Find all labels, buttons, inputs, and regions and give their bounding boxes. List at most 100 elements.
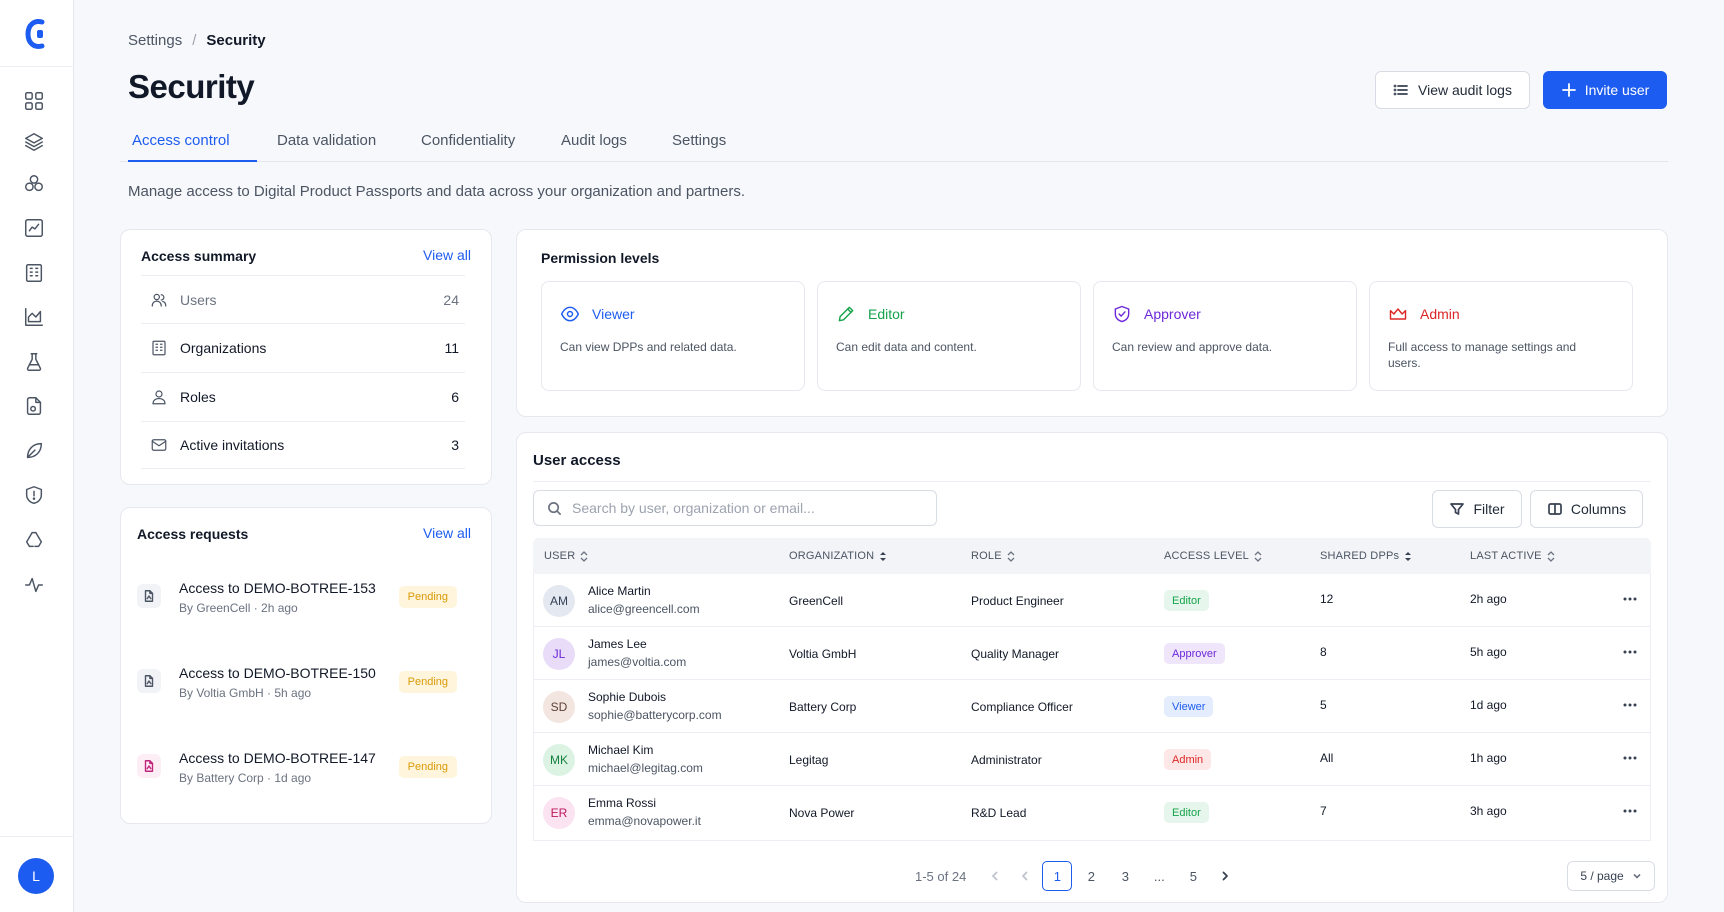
avatar: ER <box>543 797 575 829</box>
table-row[interactable]: ER Emma Rossi emma@novapower.it Nova Pow… <box>533 786 1651 839</box>
access-requests-view-all-link[interactable]: View all <box>423 525 471 541</box>
view-audit-logs-button[interactable]: View audit logs <box>1375 71 1530 109</box>
tab-confidentiality[interactable]: Confidentiality <box>421 132 516 149</box>
status-badge: Pending <box>398 756 457 778</box>
flask-icon[interactable] <box>22 350 46 374</box>
invite-user-label: Invite user <box>1584 82 1650 98</box>
role-cell: Compliance Officer <box>971 700 1073 714</box>
layers-icon[interactable] <box>22 130 46 154</box>
permission-header: Admin <box>1388 304 1460 324</box>
permission-admin[interactable]: Admin Full access to manage settings and… <box>1369 281 1633 391</box>
last-active-cell: 5h ago <box>1470 645 1507 659</box>
shield-icon[interactable] <box>22 483 46 507</box>
more-icon[interactable] <box>1620 642 1640 662</box>
recycle-icon[interactable] <box>22 528 46 552</box>
per-page-select[interactable]: 5 / page <box>1567 861 1655 891</box>
table-row[interactable]: AM Alice Martin alice@greencell.com Gree… <box>533 574 1651 627</box>
page-button-2[interactable]: 2 <box>1087 868 1095 884</box>
next-page-icon[interactable] <box>1210 861 1240 891</box>
activity-icon[interactable] <box>22 573 46 597</box>
document-icon <box>137 754 161 778</box>
breadcrumb-parent[interactable]: Settings <box>128 32 183 49</box>
summary-value: 3 <box>451 437 459 453</box>
column-header-label: LAST ACTIVE <box>1470 550 1542 562</box>
access-request-item[interactable]: Access to DEMO-BOTREE-150 By Voltia GmbH… <box>137 663 473 713</box>
more-icon[interactable] <box>1620 589 1640 609</box>
column-header-user[interactable]: USER <box>544 550 588 562</box>
tab-audit-logs[interactable]: Audit logs <box>561 132 627 149</box>
document-icon[interactable] <box>22 394 46 418</box>
permission-levels-card: Permission levels Viewer Can view DPPs a… <box>516 229 1668 417</box>
access-request-item[interactable]: Access to DEMO-BOTREE-147 By Battery Cor… <box>137 748 473 798</box>
avatar: JL <box>543 638 575 670</box>
column-header-organization[interactable]: ORGANIZATION <box>789 550 887 562</box>
document-icon <box>137 669 161 693</box>
sidebar-divider <box>0 66 74 67</box>
cluster-icon[interactable] <box>22 172 46 196</box>
sort-icon <box>880 551 887 561</box>
table-row[interactable]: JL James Lee james@voltia.com Voltia Gmb… <box>533 627 1651 680</box>
filter-button[interactable]: Filter <box>1432 490 1522 528</box>
page-button-1[interactable]: 1 <box>1042 861 1073 891</box>
summary-row-active-invitations[interactable]: Active invitations 3 <box>141 421 465 469</box>
summary-row-roles[interactable]: Roles 6 <box>141 372 465 420</box>
access-request-item[interactable]: Access to DEMO-BOTREE-153 By GreenCell ·… <box>137 578 473 628</box>
role-cell: Administrator <box>971 753 1042 767</box>
user-avatar[interactable]: L <box>18 858 54 894</box>
table-row[interactable]: SD Sophie Dubois sophie@batterycorp.com … <box>533 680 1651 733</box>
sort-icon <box>1254 550 1262 562</box>
table-row[interactable]: MK Michael Kim michael@legitag.com Legit… <box>533 733 1651 786</box>
filter-label: Filter <box>1473 501 1505 517</box>
tab-bar: Access control Data validation Confident… <box>120 122 1668 162</box>
summary-value: 24 <box>443 291 459 308</box>
logo-icon[interactable] <box>22 16 50 52</box>
pagination-info: 1-5 of 24 <box>915 868 967 884</box>
dashboard-icon[interactable] <box>22 89 46 113</box>
search-input[interactable] <box>572 500 922 516</box>
last-active-cell: 1h ago <box>1470 751 1507 765</box>
search-icon <box>548 501 561 515</box>
request-title: Access to DEMO-BOTREE-150 <box>179 665 376 681</box>
leaf-icon[interactable] <box>22 439 46 463</box>
page-button-5[interactable]: 5 <box>1189 868 1197 884</box>
column-header-last-active[interactable]: LAST ACTIVE <box>1470 550 1555 562</box>
permission-editor[interactable]: Editor Can edit data and content. <box>817 281 1081 391</box>
more-icon[interactable] <box>1620 801 1640 821</box>
column-header-label: USER <box>544 550 576 562</box>
page-ellipsis: ... <box>1153 868 1165 884</box>
area-chart-icon[interactable] <box>22 305 46 329</box>
summary-row-organizations[interactable]: Organizations 11 <box>141 323 465 371</box>
prev-page-icon[interactable] <box>1010 861 1040 891</box>
first-page-icon[interactable] <box>980 861 1010 891</box>
shield-check-icon <box>1114 305 1130 323</box>
tab-access-control[interactable]: Access control <box>132 132 230 149</box>
summary-label: Users <box>180 291 217 308</box>
access-summary-view-all-link[interactable]: View all <box>423 247 471 263</box>
divider <box>533 481 1651 482</box>
more-icon[interactable] <box>1620 695 1640 715</box>
sort-icon <box>1405 551 1412 561</box>
user-email: michael@legitag.com <box>588 761 703 775</box>
tab-data-validation[interactable]: Data validation <box>277 132 377 149</box>
building-icon[interactable] <box>22 261 46 285</box>
shared-dpps-cell: 7 <box>1320 804 1327 818</box>
access-level-badge: Editor <box>1164 590 1209 611</box>
page-button-3[interactable]: 3 <box>1121 868 1129 884</box>
permission-name: Editor <box>868 306 905 322</box>
permission-viewer[interactable]: Viewer Can view DPPs and related data. <box>541 281 805 391</box>
column-header-access-level[interactable]: ACCESS LEVEL <box>1164 550 1262 562</box>
invite-user-button[interactable]: Invite user <box>1543 71 1667 109</box>
search-input-wrapper[interactable] <box>533 490 937 526</box>
column-header-shared-dpps[interactable]: SHARED DPPs <box>1320 550 1412 562</box>
tab-settings[interactable]: Settings <box>672 132 727 149</box>
more-icon[interactable] <box>1620 748 1640 768</box>
user-name: Sophie Dubois <box>588 690 667 704</box>
organization-cell: Nova Power <box>789 806 855 820</box>
column-header-role[interactable]: ROLE <box>971 550 1015 562</box>
avatar: SD <box>543 691 575 723</box>
columns-button[interactable]: Columns <box>1530 490 1643 528</box>
summary-row-users[interactable]: Users 24 <box>141 275 465 323</box>
chart-icon[interactable] <box>22 216 46 240</box>
permission-approver[interactable]: Approver Can review and approve data. <box>1093 281 1357 391</box>
columns-icon <box>1548 503 1562 515</box>
